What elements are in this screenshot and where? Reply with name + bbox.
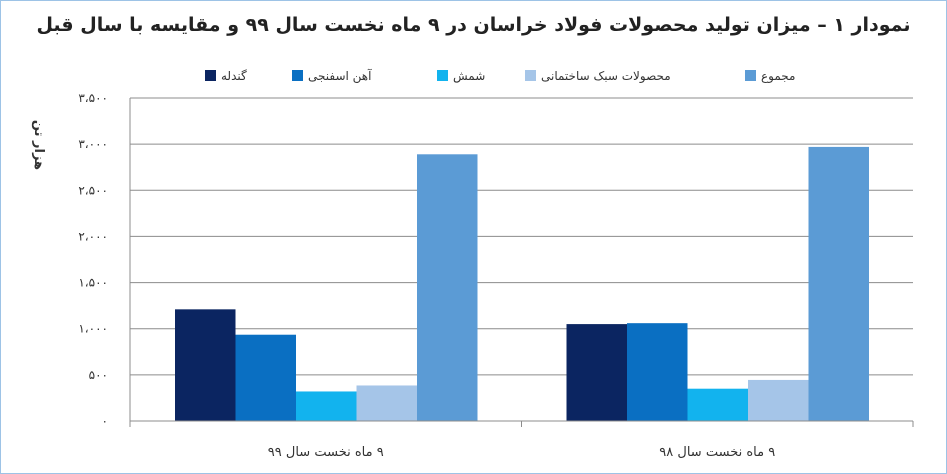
y-tick-label: ۳،۵۰۰ (78, 91, 108, 105)
y-tick-labels: ۰ ۵۰۰ ۱،۰۰۰ ۱،۵۰۰ ۲،۰۰۰ ۲،۵۰۰ ۳،۰۰۰ ۳،۵۰۰ (78, 91, 108, 428)
bar (235, 334, 296, 421)
legend-label: شمش (453, 69, 485, 84)
bar (748, 379, 809, 421)
gridlines (130, 97, 913, 376)
legend-label: گندله (221, 69, 247, 83)
bar (566, 324, 627, 421)
y-tick-label: ۲،۵۰۰ (78, 183, 108, 197)
axes (129, 98, 914, 427)
bar (356, 385, 417, 421)
category-label: ۹ ماه نخست سال ۹۹ (268, 445, 384, 460)
legend-swatch (525, 70, 536, 81)
y-tick-label: ۵۰۰ (89, 368, 108, 382)
y-axis-label: هزار تن (31, 120, 46, 170)
legend-label: مجموع (761, 69, 795, 84)
bar (417, 154, 478, 421)
legend-swatch (437, 70, 448, 81)
y-tick-label: ۰ (102, 414, 108, 428)
y-tick-label: ۳،۰۰۰ (78, 137, 108, 151)
bar (175, 309, 236, 421)
legend-swatch (745, 70, 756, 81)
legend-swatch (205, 70, 216, 81)
legend-label: آهن اسفنجی (308, 68, 372, 84)
bar (687, 388, 748, 421)
y-tick-label: ۱،۵۰۰ (78, 276, 108, 290)
bar (808, 146, 869, 421)
category-label: ۹ ماه نخست سال ۹۸ (659, 445, 775, 460)
legend-label: محصولات سبک ساختمانی (541, 69, 671, 84)
bars (175, 146, 869, 421)
legend-swatch (292, 70, 303, 81)
bar (627, 323, 688, 421)
y-tick-label: ۲،۰۰۰ (78, 229, 108, 243)
legend: گندله آهن اسفنجی شمش محصولات سبک ساختمانی مج… (205, 68, 795, 84)
chart-title: نمودار ۱ – میزان تولید محصولات فولاد خرا… (36, 14, 911, 36)
y-tick-label: ۱،۰۰۰ (78, 322, 108, 336)
category-labels: ۹ ماه نخست سال ۹۹ ۹ ماه نخست سال ۹۸ (268, 445, 775, 460)
bar (296, 391, 357, 421)
